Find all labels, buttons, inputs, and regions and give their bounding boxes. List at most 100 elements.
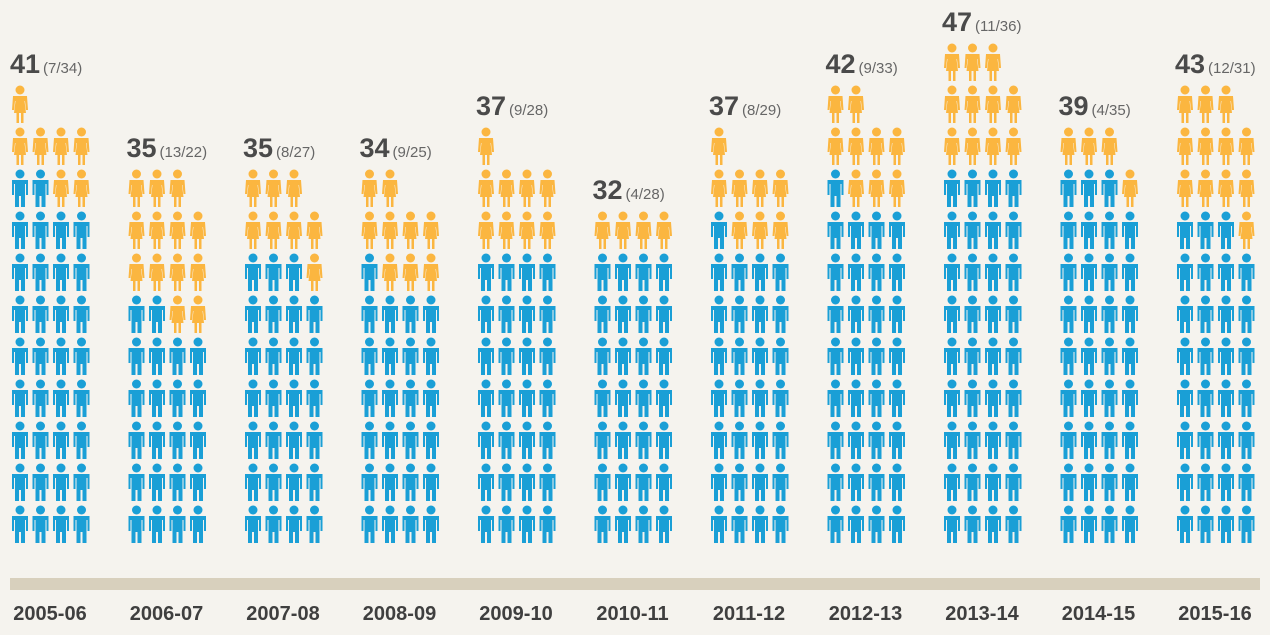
icon-body	[478, 180, 494, 207]
person-icon	[827, 337, 844, 375]
icon-body	[265, 306, 282, 333]
icon-head	[36, 295, 45, 305]
icon-body	[265, 516, 282, 543]
person-icon	[868, 127, 885, 165]
icon-head	[735, 379, 744, 389]
icon-body	[964, 306, 981, 333]
icon-head	[426, 421, 436, 431]
icon-head	[365, 379, 374, 389]
icon-body	[361, 432, 378, 459]
icon-body	[169, 474, 186, 501]
icon-body	[889, 180, 905, 207]
icon-body	[1005, 264, 1022, 291]
icon-head	[831, 127, 840, 137]
icon-head	[36, 463, 45, 473]
icon-body	[711, 432, 727, 459]
icon-head	[15, 169, 25, 179]
icon-body	[1005, 516, 1022, 543]
icon-head	[1221, 253, 1231, 263]
icon-head	[406, 505, 415, 515]
icon-group	[1060, 127, 1138, 207]
icon-head	[56, 295, 66, 305]
icon-body	[889, 432, 905, 459]
icon-head	[988, 85, 998, 95]
icon-body	[1238, 474, 1255, 501]
icon-body	[1005, 474, 1022, 501]
icon-body	[1101, 180, 1118, 207]
icon-body	[53, 222, 69, 249]
icon-head	[714, 337, 724, 347]
icon-head	[776, 379, 785, 389]
person-icon	[752, 505, 768, 543]
icon-body	[1238, 264, 1255, 291]
person-icon	[519, 505, 535, 543]
icon-body	[245, 222, 261, 249]
person-icon	[190, 211, 206, 249]
icon-head	[714, 505, 724, 515]
total-value: 42	[826, 49, 856, 79]
icon-body	[1218, 180, 1234, 207]
icon-head	[755, 295, 765, 305]
person-icon	[12, 85, 28, 123]
person-icon	[964, 295, 981, 333]
icon-head	[15, 505, 25, 515]
icon-head	[1221, 211, 1231, 221]
person-icon	[1177, 421, 1193, 459]
icon-body	[656, 264, 672, 291]
icon-body	[12, 180, 28, 207]
icon-body	[73, 306, 90, 333]
person-icon	[848, 85, 864, 123]
icon-body	[498, 516, 515, 543]
person-icon	[985, 379, 1001, 417]
person-icon	[868, 169, 885, 207]
icon-head	[714, 463, 724, 473]
icon-body	[1197, 264, 1214, 291]
icon-body	[594, 390, 611, 417]
icon-body	[539, 348, 556, 375]
person-icon	[539, 379, 556, 417]
icon-group	[128, 169, 206, 333]
icon-body	[1122, 432, 1138, 459]
person-icon	[985, 337, 1001, 375]
icon-head	[755, 211, 765, 221]
icon-body	[286, 432, 302, 459]
person-icon	[53, 379, 69, 417]
icon-body	[944, 96, 960, 123]
icon-head	[851, 337, 861, 347]
icon-body	[1177, 96, 1193, 123]
person-icon	[964, 253, 981, 291]
icon-head	[502, 169, 511, 179]
icon-head	[1084, 295, 1094, 305]
icon-body	[1238, 432, 1255, 459]
person-icon	[615, 295, 631, 333]
icon-body	[190, 516, 206, 543]
icon-body	[361, 474, 378, 501]
x-tick-label: 2005-06	[13, 603, 86, 625]
person-icon	[1238, 295, 1255, 333]
person-icon	[32, 127, 49, 165]
person-icon	[964, 43, 981, 81]
icon-body	[594, 432, 611, 459]
icon-body	[944, 348, 960, 375]
icon-head	[714, 421, 724, 431]
person-icon	[985, 211, 1001, 249]
icon-head	[385, 337, 395, 347]
icon-head	[365, 421, 374, 431]
icon-head	[988, 421, 998, 431]
person-icon	[53, 253, 69, 291]
icon-body	[1218, 306, 1234, 333]
icon-body	[985, 390, 1001, 417]
person-icon	[985, 85, 1001, 123]
icon-body	[1005, 390, 1022, 417]
icon-body	[382, 390, 398, 417]
icon-head	[269, 253, 278, 263]
icon-head	[1125, 253, 1135, 263]
icon-head	[385, 295, 395, 305]
icon-body	[1218, 432, 1234, 459]
icon-body	[149, 180, 165, 207]
icon-body	[772, 222, 789, 249]
total-value: 37	[709, 91, 739, 121]
person-icon	[985, 463, 1001, 501]
icon-head	[1201, 379, 1210, 389]
total-value: 43	[1175, 49, 1205, 79]
